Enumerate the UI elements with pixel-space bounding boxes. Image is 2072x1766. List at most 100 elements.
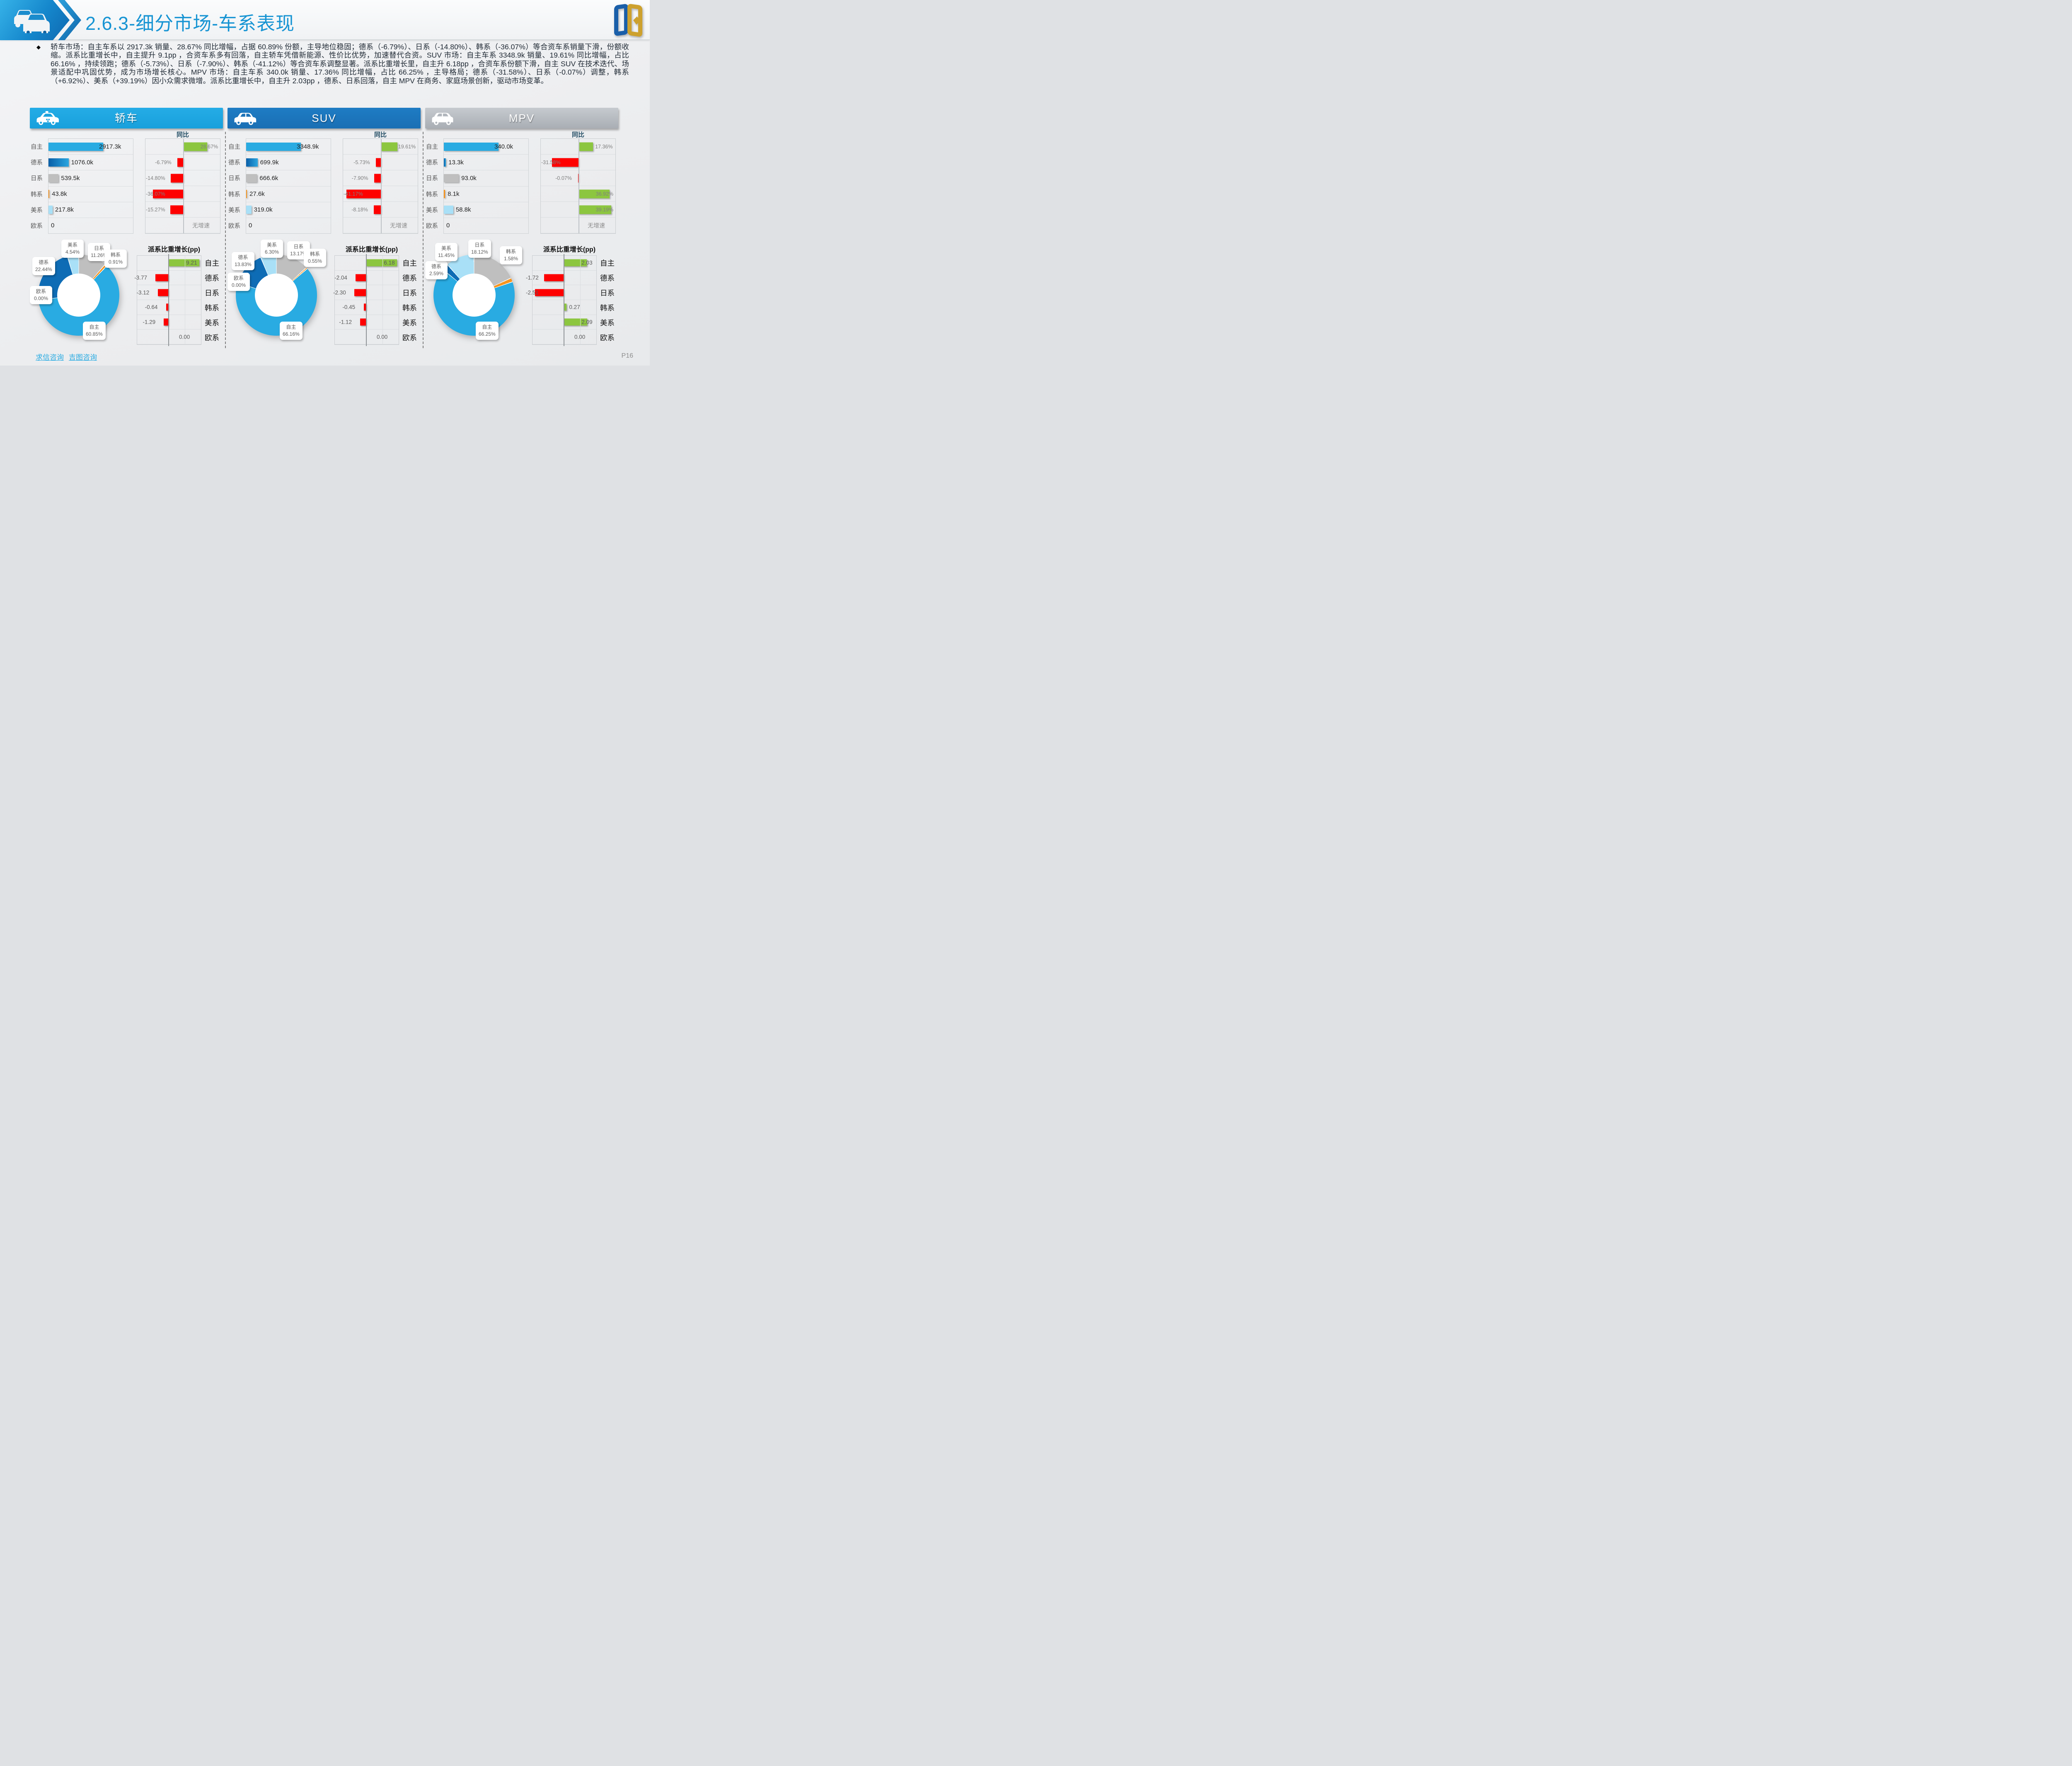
yoy-value-label: 28.67% xyxy=(200,143,218,150)
yoy-row: -14.80% xyxy=(145,170,220,186)
footer-link-jitu[interactable]: 吉图咨询 xyxy=(69,354,97,361)
sales-category-label: 日系 xyxy=(228,175,240,182)
donut-callout-name: 韩系 xyxy=(110,252,121,258)
sales-bar xyxy=(444,190,445,199)
yoy-row: 39.19% xyxy=(541,202,615,218)
panel-title: 轿车 xyxy=(114,112,138,124)
sedan-taxi-icon xyxy=(36,111,59,127)
sales-bar xyxy=(246,142,301,151)
pp-value-label: 0.27 xyxy=(569,304,580,310)
no-growth-label: 无增速 xyxy=(390,222,407,229)
yoy-value-label: -31.58% xyxy=(541,159,561,165)
yoy-row: -41.17% xyxy=(343,186,418,202)
share-donut-chart: 日系 13.17% 韩系 0.55% 自主 66.16% 欧系 0.00% 德系 13.83% 美系… xyxy=(228,240,327,349)
donut-callout-name: 欧系 xyxy=(36,288,46,294)
pp-category-label: 美系 xyxy=(402,318,417,327)
pp-row: -2.51 xyxy=(526,285,596,300)
yoy-value-label: 39.19% xyxy=(595,206,614,213)
yoy-value-label: -41.17% xyxy=(344,191,363,197)
sales-row: 0 xyxy=(48,218,133,233)
pp-row: 9.21 xyxy=(137,256,201,271)
sales-bar xyxy=(48,190,49,199)
yoy-row: -6.79% xyxy=(145,155,220,170)
donut-callout-name: 自主 xyxy=(286,324,296,330)
pp-bar xyxy=(564,259,587,266)
donut-callout-name: 自主 xyxy=(89,324,99,330)
yoy-value-label: -7.90% xyxy=(351,175,368,181)
pp-row: 0.00 xyxy=(335,329,399,345)
pp-bar xyxy=(166,303,168,311)
donut-callout: 韩系 0.91% xyxy=(104,250,127,268)
yoy-bar xyxy=(374,205,381,214)
sales-value-label: 0 xyxy=(51,222,55,229)
yoy-value-label: -14.80% xyxy=(146,175,165,181)
page-title: 2.6.3-细分市场-车系表现 xyxy=(85,13,295,34)
pp-row: -1.72 xyxy=(526,271,596,286)
panel-mpv: MPV 同比 自主 德系 日系 韩系 美系 欧系 340.0k 13.3k 93.0k 8.1k… xyxy=(425,107,618,349)
sales-category-label: 德系 xyxy=(31,159,43,166)
sales-category-labels: 自主 德系 日系 韩系 美系 欧系 xyxy=(31,138,48,234)
sales-category-label: 美系 xyxy=(31,207,43,214)
share-donut-chart: 日系 11.26% 韩系 0.91% 自主 60.85% 欧系 0.00% 德系 22.44% 美系… xyxy=(30,240,129,349)
yoy-value-label: -8.18% xyxy=(351,206,368,213)
yoy-axis xyxy=(381,139,382,233)
pp-value-label: -1.72 xyxy=(526,274,539,281)
pp-category-label: 美系 xyxy=(600,318,615,327)
pp-row: -0.45 xyxy=(335,300,399,315)
donut-callout: 欧系 0.00% xyxy=(30,286,52,304)
pp-row: -3.77 xyxy=(134,271,201,286)
footer-links: 求信咨询 吉图咨询 xyxy=(36,351,97,362)
yoy-bar xyxy=(153,189,183,198)
yoy-chart-title: 同比 xyxy=(374,131,387,138)
yoy-row: -31.58% xyxy=(541,155,615,170)
sales-category-labels: 自主 德系 日系 韩系 美系 欧系 xyxy=(228,138,246,234)
yoy-bar xyxy=(381,142,397,151)
summary-block: ◆ 轿车市场：自主车系以 2917.3k 销量、28.67% 同比增幅，占据 6… xyxy=(36,43,629,85)
pp-category-label: 欧系 xyxy=(402,333,417,342)
pp-row: -2.04 xyxy=(334,271,399,286)
pp-bar xyxy=(155,274,168,281)
donut-callout-name: 韩系 xyxy=(506,249,516,254)
donut-callout: 德系 13.83% xyxy=(232,252,254,270)
donut-callout-value: 1.58% xyxy=(503,255,518,262)
diamond-bullet-icon: ◆ xyxy=(36,44,41,50)
pp-value-label: 0.00 xyxy=(574,334,586,340)
sales-value-label: 13.3k xyxy=(448,159,464,166)
pp-row: 6.18 xyxy=(335,256,399,271)
sales-plot-area: 340.0k 13.3k 93.0k 8.1k 58.8k 0 xyxy=(443,138,529,234)
sales-value-label: 0 xyxy=(446,222,450,229)
donut-callout-name: 日系 xyxy=(94,245,104,251)
sales-category-label: 德系 xyxy=(228,159,240,166)
sales-category-label: 韩系 xyxy=(228,191,240,198)
donut-callout-value: 11.45% xyxy=(438,252,455,258)
pp-value-label: 6.18 xyxy=(384,259,395,266)
pp-axis xyxy=(168,254,169,346)
sales-row: 93.0k xyxy=(444,170,528,187)
donut-callout-value: 13.83% xyxy=(235,261,252,267)
yoy-value-label: -15.27% xyxy=(146,206,165,213)
pp-category-label: 韩系 xyxy=(205,303,219,312)
donut-callout-value: 11.26% xyxy=(91,252,107,258)
yoy-bar xyxy=(171,174,183,182)
pp-row: -1.29 xyxy=(137,315,201,330)
pp-bar xyxy=(360,318,366,326)
panel-header-sedan: 轿车 xyxy=(30,108,223,128)
pp-plot-area: 2.03 -1.72 -2.51 0.27 2.09 0.00 xyxy=(526,254,597,346)
footer-link-qiuxin[interactable]: 求信咨询 xyxy=(36,354,64,361)
pp-value-label: -1.29 xyxy=(143,319,156,325)
panel-title: MPV xyxy=(508,112,535,124)
pp-row: -2.30 xyxy=(333,285,399,300)
donut-callout-name: 韩系 xyxy=(310,251,320,257)
yoy-plot-area: 28.67% -6.79% -14.80% -36.07% -15.27% 无增速 xyxy=(145,138,220,234)
pp-chart-title: 派系比重增长(pp) xyxy=(543,246,596,253)
sales-category-label: 德系 xyxy=(426,159,438,166)
pp-value-label: 0.00 xyxy=(179,334,190,340)
sales-bar-chart: 自主 德系 日系 韩系 美系 欧系 2917.3k 1076.0k 539.5k 43.8k 21… xyxy=(31,138,133,234)
sales-category-label: 美系 xyxy=(426,207,438,214)
donut-callout-name: 欧系 xyxy=(233,275,244,281)
pp-value-label: -3.12 xyxy=(136,289,150,296)
pp-value-label: -2.30 xyxy=(333,289,346,296)
sales-value-label: 1076.0k xyxy=(71,159,94,166)
donut-callout-value: 6.30% xyxy=(264,249,279,255)
sales-category-label: 韩系 xyxy=(31,191,43,198)
